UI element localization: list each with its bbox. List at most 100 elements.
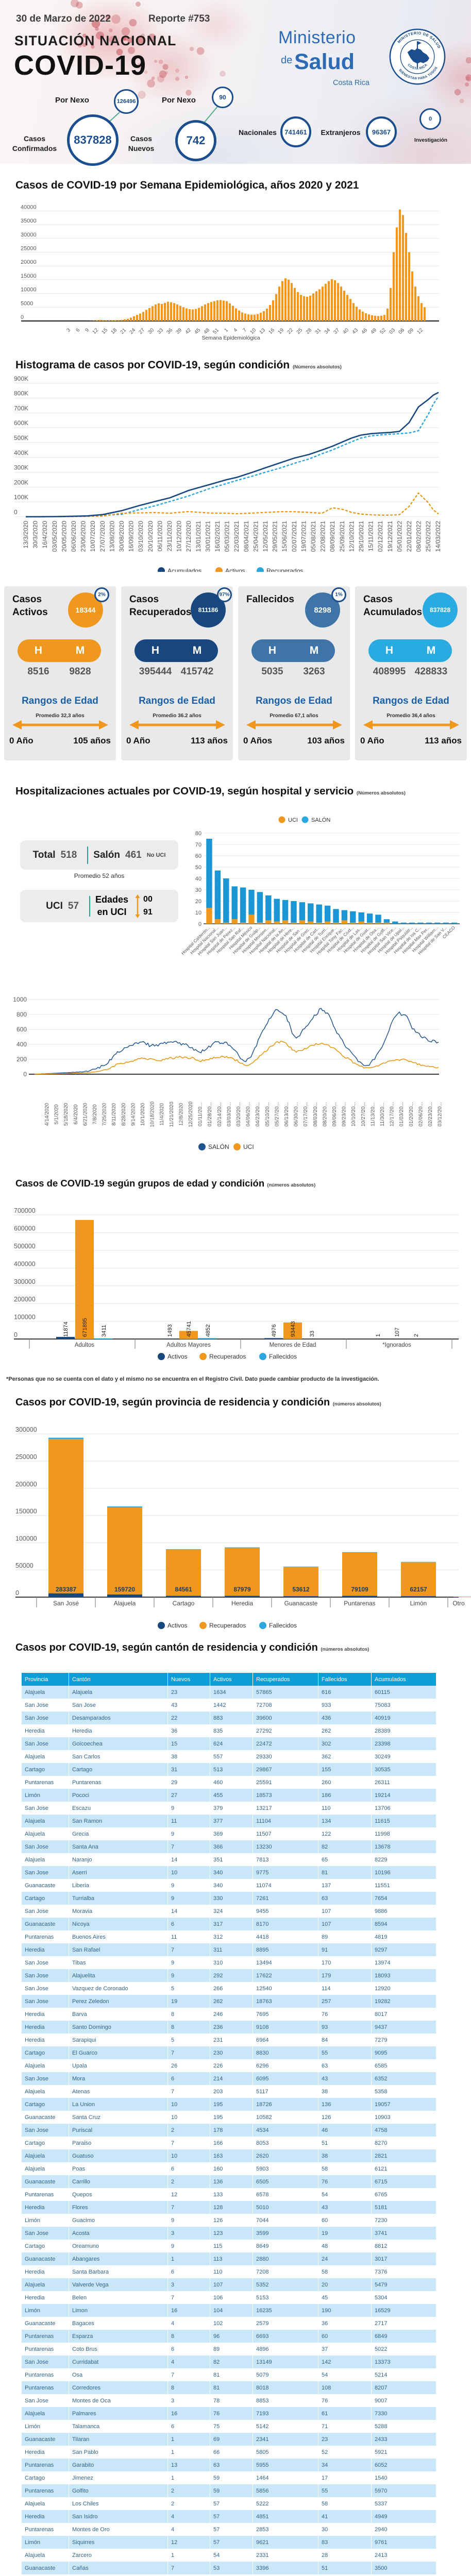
svg-text:08/04/2021: 08/04/2021	[243, 521, 250, 552]
svg-text:0: 0	[14, 509, 18, 516]
svg-text:11874: 11874	[63, 1321, 69, 1337]
svg-text:62157: 62157	[410, 1586, 427, 1593]
svg-text:51: 51	[212, 327, 220, 335]
svg-text:Alajuela: Alajuela	[114, 1600, 136, 1607]
svg-text:12/05/2021: 12/05/2021	[262, 521, 269, 552]
svg-text:43: 43	[351, 327, 359, 335]
svg-text:13/01/2021: 13/01/2021	[195, 521, 202, 552]
svg-text:70: 70	[195, 842, 201, 848]
svg-text:11/4/2020: 11/4/2020	[159, 1103, 165, 1126]
svg-text:39: 39	[175, 327, 183, 335]
svg-text:01/28/20...: 01/28/20...	[207, 1102, 213, 1126]
svg-text:09/06/20...: 09/06/20...	[332, 1102, 338, 1126]
svg-text:25/02/2022: 25/02/2022	[425, 521, 432, 552]
svg-text:0: 0	[198, 921, 201, 927]
svg-text:22: 22	[286, 327, 294, 335]
svg-text:23/11/2020: 23/11/2020	[166, 521, 173, 551]
svg-text:93443: 93443	[290, 1321, 296, 1337]
svg-text:16: 16	[267, 327, 276, 335]
svg-text:700K: 700K	[14, 404, 28, 412]
svg-text:Adultos: Adultos	[75, 1342, 95, 1348]
svg-text:03: 03	[388, 327, 396, 335]
svg-text:09/23/20...: 09/23/20...	[342, 1102, 347, 1126]
svg-text:06/30/20...: 06/30/20...	[294, 1102, 299, 1126]
svg-text:16/02/2021: 16/02/2021	[214, 521, 221, 552]
svg-text:20000: 20000	[21, 259, 37, 265]
svg-text:79109: 79109	[351, 1586, 368, 1593]
svg-text:24: 24	[128, 327, 137, 335]
svg-text:19/12/2021: 19/12/2021	[386, 521, 394, 552]
svg-text:20/10/2020: 20/10/2020	[147, 521, 154, 552]
svg-text:87979: 87979	[233, 1586, 251, 1593]
svg-text:5/18/2020: 5/18/2020	[63, 1103, 69, 1126]
svg-text:30/3/2020: 30/3/2020	[32, 521, 39, 549]
svg-text:05/01/2022: 05/01/2022	[396, 521, 403, 552]
svg-text:30: 30	[147, 327, 155, 335]
svg-text:05/08/2021: 05/08/2021	[310, 521, 317, 552]
svg-text:8/11/2020: 8/11/2020	[111, 1103, 117, 1126]
svg-text:10/10/20...: 10/10/20...	[351, 1102, 357, 1126]
svg-text:10/1/2020: 10/1/2020	[140, 1103, 146, 1126]
svg-text:0: 0	[23, 1071, 27, 1078]
svg-text:UCI: UCI	[243, 1143, 254, 1150]
svg-text:400000: 400000	[14, 1260, 36, 1267]
svg-text:08/09/2021: 08/09/2021	[329, 521, 336, 552]
svg-text:01/11/20...: 01/11/20...	[198, 1103, 204, 1127]
svg-text:03/03/20...: 03/03/20...	[226, 1102, 232, 1126]
svg-text:33: 33	[156, 327, 164, 335]
svg-text:0: 0	[14, 1331, 18, 1338]
svg-text:4/14/2020: 4/14/2020	[44, 1103, 50, 1126]
svg-text:01/20/20...: 01/20/20...	[409, 1102, 414, 1126]
svg-text:5000: 5000	[21, 300, 33, 307]
svg-text:60: 60	[195, 853, 201, 859]
svg-text:12/17/20...: 12/17/20...	[390, 1102, 395, 1126]
svg-text:21: 21	[119, 327, 127, 335]
svg-text:03/20/20...: 03/20/20...	[236, 1102, 242, 1126]
svg-text:27: 27	[138, 327, 146, 335]
svg-text:200K: 200K	[14, 479, 28, 486]
svg-text:0: 0	[15, 1589, 19, 1597]
svg-text:08/02/2022: 08/02/2022	[415, 521, 423, 552]
svg-text:27/12/2020: 27/12/2020	[185, 521, 192, 552]
svg-text:25/09/2021: 25/09/2021	[339, 521, 346, 552]
svg-text:27/07/2020: 27/07/2020	[99, 521, 106, 552]
svg-text:12: 12	[91, 327, 99, 335]
svg-text:19: 19	[277, 327, 285, 335]
svg-text:13: 13	[258, 327, 266, 335]
svg-text:1: 1	[375, 1334, 381, 1337]
svg-text:06: 06	[397, 327, 406, 335]
svg-text:84561: 84561	[175, 1586, 192, 1593]
svg-text:29/10/2021: 29/10/2021	[358, 521, 365, 552]
svg-text:48: 48	[203, 327, 211, 335]
svg-text:35000: 35000	[21, 218, 37, 224]
svg-text:3: 3	[65, 327, 72, 333]
svg-text:600: 600	[16, 1026, 27, 1033]
svg-text:02/12/2021: 02/12/2021	[377, 521, 384, 552]
svg-text:300K: 300K	[14, 464, 28, 471]
svg-text:16/4/2020: 16/4/2020	[41, 521, 48, 549]
svg-text:12/25/2020: 12/25/2020	[188, 1101, 194, 1127]
svg-text:03/10/2020: 03/10/2020	[137, 521, 144, 552]
svg-text:7/25/2020: 7/25/2020	[102, 1103, 108, 1126]
svg-text:Heredia: Heredia	[231, 1600, 253, 1607]
svg-text:500K: 500K	[14, 434, 28, 442]
svg-text:02/23/20...: 02/23/20...	[428, 1102, 433, 1126]
svg-text:100K: 100K	[14, 494, 28, 501]
svg-text:15/11/2021: 15/11/2021	[367, 521, 375, 551]
svg-text:34: 34	[323, 327, 331, 335]
svg-text:46: 46	[360, 327, 368, 335]
svg-text:800: 800	[16, 1011, 27, 1018]
svg-text:SALÓN: SALÓN	[208, 1143, 229, 1150]
svg-text:600000: 600000	[14, 1225, 36, 1232]
svg-text:7: 7	[242, 327, 248, 333]
svg-text:Recuperados: Recuperados	[209, 1622, 246, 1629]
svg-text:250000: 250000	[15, 1453, 37, 1461]
svg-text:53612: 53612	[292, 1586, 310, 1593]
svg-text:6: 6	[75, 327, 81, 333]
svg-text:06/13/20...: 06/13/20...	[284, 1102, 290, 1126]
svg-text:Guanacaste: Guanacaste	[284, 1600, 318, 1607]
svg-text:6/4/2020: 6/4/2020	[73, 1104, 79, 1124]
svg-text:9: 9	[84, 327, 90, 333]
svg-text:9/14/2020: 9/14/2020	[130, 1103, 136, 1126]
svg-text:25000: 25000	[21, 246, 37, 252]
